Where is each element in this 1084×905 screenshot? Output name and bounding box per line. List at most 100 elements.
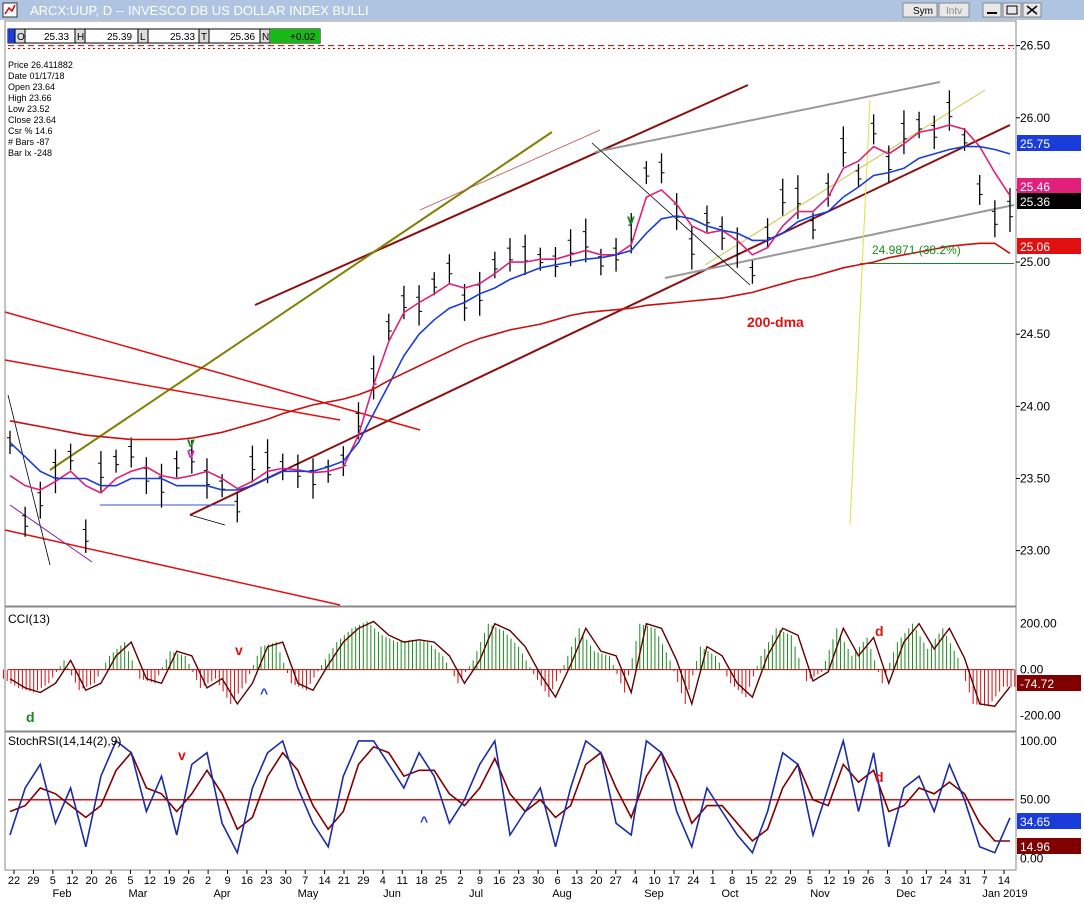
mark-v-green-2: v: [627, 211, 635, 227]
stochrsi-mark-up: ^: [420, 813, 428, 829]
price-panel: [4, 20, 1017, 607]
x-day-label: 29: [357, 875, 369, 887]
price-bar: [22, 506, 29, 537]
x-day-label: 7: [982, 875, 988, 887]
x-day-label: 23: [260, 875, 272, 887]
x-day-label: 20: [86, 875, 98, 887]
x-day-label: 12: [66, 875, 78, 887]
value-badge-text: -74.72: [1020, 677, 1054, 691]
x-day-label: 27: [610, 875, 622, 887]
price-y-tick-label: 26.50: [1020, 39, 1050, 53]
trend-line: [594, 81, 941, 153]
stochrsi-title: StochRSI(14,14(2),9): [8, 734, 121, 748]
x-day-label: 10: [648, 875, 660, 887]
quote-close-label: T: [201, 32, 207, 43]
price-bar: [310, 458, 317, 499]
price-y-tick-label: 24.50: [1020, 327, 1050, 341]
data-window-line: High 23.66: [8, 93, 52, 103]
x-day-label: 25: [435, 875, 447, 887]
price-bar: [113, 449, 120, 473]
value-badge-text: 25.75: [1020, 137, 1050, 151]
x-day-label: 29: [784, 875, 796, 887]
value-badge: -74.72: [1017, 675, 1081, 691]
price-y-tick-label: 25.00: [1020, 255, 1050, 269]
x-day-label: 30: [280, 875, 292, 887]
value-badge-bg: [1017, 193, 1081, 209]
stochrsi-line: [9, 737, 1011, 855]
maximize-button[interactable]: [1002, 2, 1022, 18]
trend-line: [4, 529, 341, 606]
value-badge-text: 34.65: [1020, 815, 1050, 829]
price-bar: [128, 437, 135, 468]
cci-title: CCI(13): [8, 612, 50, 626]
x-day-label: 4: [632, 875, 638, 887]
x-month-label: Nov: [810, 888, 830, 900]
fib-label: 24.9871 (38.2%): [872, 243, 961, 257]
value-badge: 25.75: [1017, 135, 1081, 151]
price-bar: [688, 225, 695, 270]
minimize-button[interactable]: [982, 2, 1002, 18]
price-bar: [825, 173, 832, 207]
price-bar: [764, 218, 771, 249]
quote-change-label: N: [262, 32, 269, 43]
data-window-line: Date 01/17/18: [8, 71, 65, 81]
stochrsi-layer: [9, 737, 1011, 855]
quote-change: +0.02: [290, 32, 316, 43]
x-day-label: 14: [998, 875, 1010, 887]
intv-button[interactable]: Intv: [938, 2, 970, 18]
cci-line: [9, 620, 1011, 707]
x-month-label: Jun: [383, 888, 401, 900]
price-bar: [840, 126, 847, 167]
x-day-label: 17: [920, 875, 932, 887]
price-bar: [719, 216, 726, 250]
cci-y-tick-label: 0.00: [1020, 663, 1044, 677]
value-badge-text: 14.96: [1020, 840, 1050, 854]
price-bar: [991, 200, 998, 238]
intv-button-label: Intv: [946, 6, 962, 17]
price-bar: [522, 234, 529, 276]
x-day-label: 23: [513, 875, 525, 887]
price-bar: [931, 115, 938, 149]
x-day-label: 8: [729, 875, 735, 887]
x-day-label: 31: [959, 875, 971, 887]
x-day-label: 13: [571, 875, 583, 887]
x-day-label: 18: [416, 875, 428, 887]
x-day-label: 19: [843, 875, 855, 887]
x-day-label: 19: [163, 875, 175, 887]
price-bar: [643, 161, 650, 185]
sym-button-label: Sym: [913, 6, 933, 17]
x-day-label: 5: [50, 875, 56, 887]
price-bar: [158, 463, 165, 508]
price-bar: [249, 445, 256, 483]
price-bar: [673, 193, 680, 231]
price-bar: [900, 110, 907, 155]
quote-open-label: O: [17, 32, 25, 43]
sym-button[interactable]: Sym: [902, 2, 938, 18]
close-button[interactable]: [1022, 2, 1042, 18]
value-badge-bg: [1017, 838, 1081, 854]
price-bar: [67, 443, 74, 471]
x-day-label: 1: [710, 875, 716, 887]
price-y-tick-label: 23.50: [1020, 471, 1050, 485]
cci-panel: [4, 606, 1017, 732]
x-month-label: Sep: [644, 888, 664, 900]
x-month-label: Aug: [552, 888, 572, 900]
x-day-label: 26: [183, 875, 195, 887]
quote-change-box: [270, 29, 320, 43]
trend-line: [704, 89, 986, 266]
quote-high-label: H: [77, 32, 84, 43]
x-day-label: 12: [144, 875, 156, 887]
dma-label: 200-dma: [747, 314, 804, 330]
trend-line: [189, 514, 226, 526]
price-bars-layer: [7, 90, 1013, 553]
trend-line: [4, 311, 421, 431]
price-bar: [552, 247, 559, 278]
series-line-200-dma: [9, 242, 1011, 441]
value-badge-bg: [1017, 178, 1081, 194]
price-bar: [385, 313, 392, 341]
data-window-line: Open 23.64: [8, 82, 55, 92]
price-bar: [264, 439, 271, 484]
title-bar: [0, 0, 1084, 20]
